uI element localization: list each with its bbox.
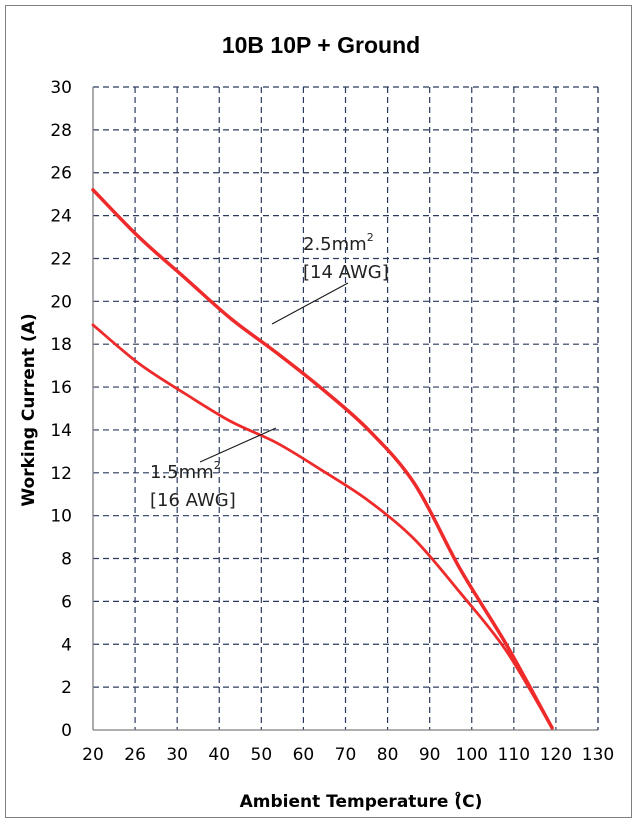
y-tick-label: 16 (50, 378, 72, 398)
series-line-thick (91, 188, 554, 730)
annotation-awg-1: [16 AWG] (150, 490, 236, 511)
annotation-superscript-0: 2 (367, 231, 374, 244)
annotation-leader-1 (199, 427, 277, 463)
y-tick-label: 18 (50, 335, 72, 355)
x-tick-label: 90 (419, 745, 441, 765)
x-tick-label: 70 (335, 745, 357, 765)
x-tick-labels: 20 26 30 40 50 60 70 80 90 100 110 120 130 (82, 745, 614, 765)
chart-title: 10B 10P + Ground (222, 32, 420, 58)
annotation-label-1: 1.5mm2 (150, 459, 221, 483)
y-tick-label: 26 (50, 164, 72, 184)
x-tick-label: 130 (582, 745, 614, 765)
y-tick-label: 28 (50, 121, 72, 141)
annotation-awg-0: [14 AWG] (303, 262, 389, 283)
y-tick-label: 10 (50, 507, 72, 527)
annotation-size-1: 1.5mm (150, 462, 214, 483)
y-axis-title: Working Current (A) (19, 313, 39, 506)
y-tick-label: 0 (61, 721, 72, 741)
x-tick-label: 50 (251, 745, 273, 765)
annotation-leader-0 (271, 282, 349, 325)
y-tick-label: 12 (50, 464, 72, 484)
y-tick-label: 6 (61, 592, 72, 612)
y-tick-label: 4 (61, 635, 72, 655)
x-tick-label: 26 (124, 745, 146, 765)
x-tick-label: 20 (82, 745, 104, 765)
series-line-thin (91, 323, 554, 730)
x-tick-label: 120 (540, 745, 572, 765)
x-axis-title: Ambient Temperature (̊C) (240, 790, 483, 812)
annotations: 2.5mm2[14 AWG]1.5mm2[16 AWG] (150, 231, 389, 511)
y-tick-label: 20 (50, 292, 72, 312)
x-tick-label: 60 (293, 745, 315, 765)
annotation-superscript-1: 2 (214, 459, 221, 472)
y-tick-label: 2 (61, 678, 72, 698)
y-tick-label: 30 (50, 78, 72, 98)
x-tick-label: 110 (498, 745, 530, 765)
y-tick-label: 14 (50, 421, 72, 441)
y-tick-label: 24 (50, 207, 72, 227)
annotation-size-0: 2.5mm (303, 234, 367, 255)
y-tick-label: 8 (61, 550, 72, 570)
x-tick-label: 40 (208, 745, 230, 765)
x-tick-label: 80 (377, 745, 399, 765)
x-tick-label: 30 (166, 745, 188, 765)
series-lines (91, 188, 554, 730)
axes (92, 87, 599, 731)
x-tick-label: 100 (456, 745, 488, 765)
y-tick-label: 22 (50, 249, 72, 269)
annotation-label-0: 2.5mm2 (303, 231, 374, 255)
